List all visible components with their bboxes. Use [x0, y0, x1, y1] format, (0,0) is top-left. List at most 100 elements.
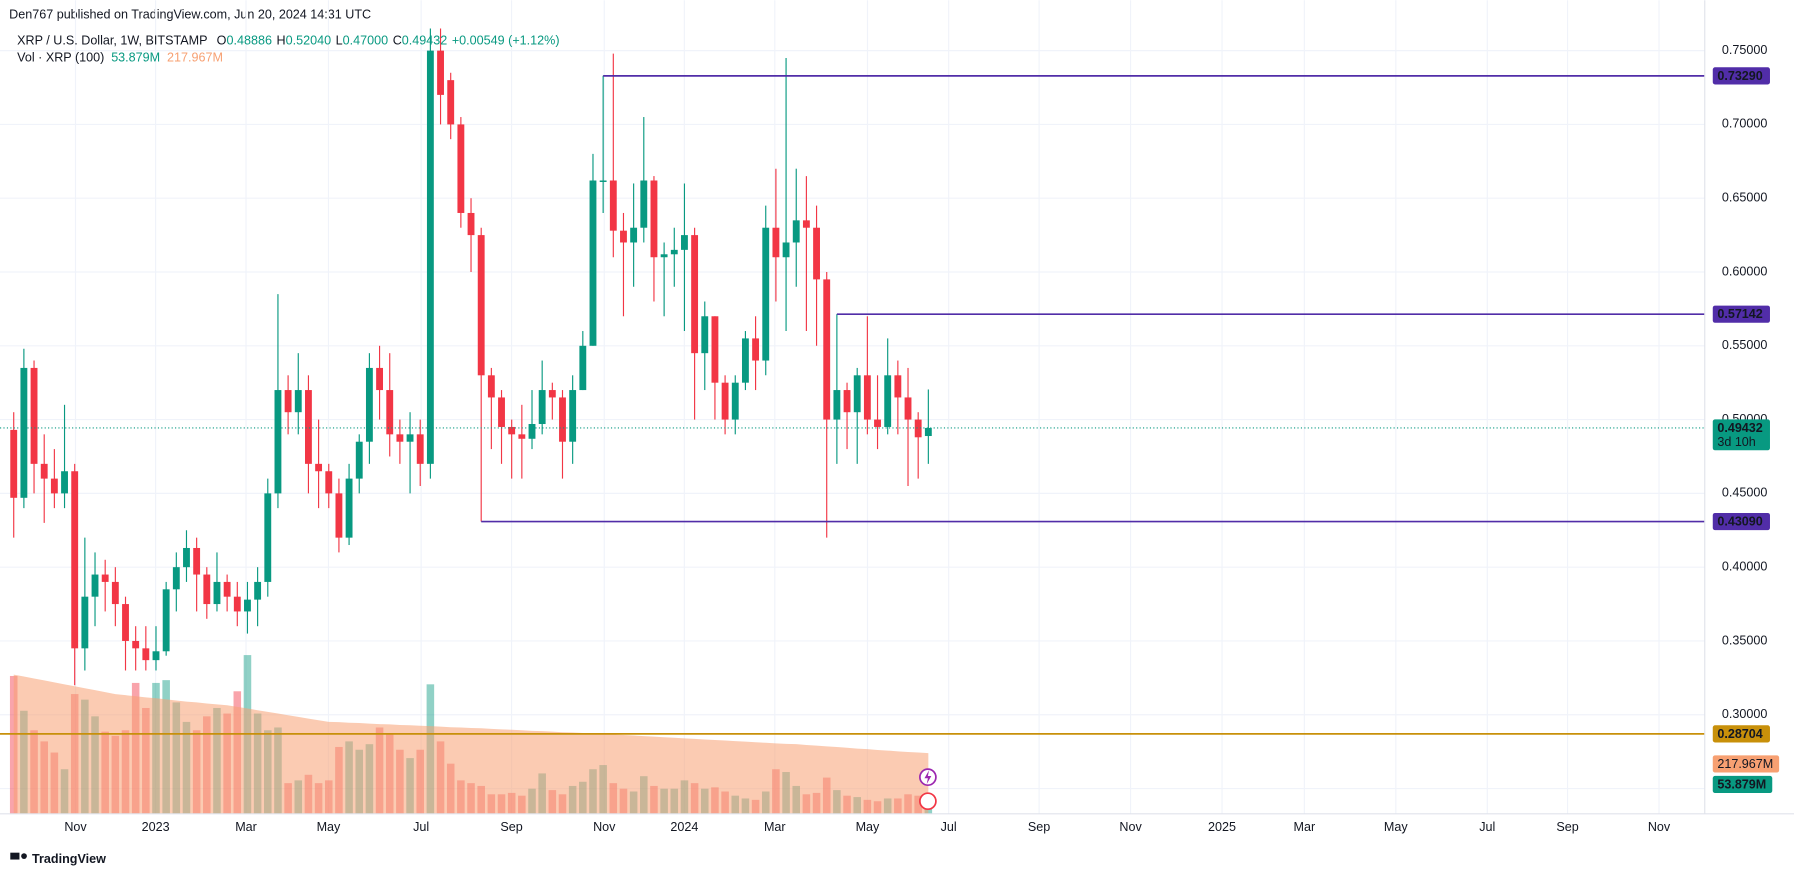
candle-body: [609, 180, 617, 231]
candle-body: [111, 581, 119, 605]
candle-body: [792, 220, 800, 243]
y-tick-label: 0.60000: [1722, 264, 1767, 278]
candle-body: [559, 397, 566, 442]
candle-body: [40, 463, 48, 479]
candle-body: [81, 596, 89, 649]
level-label-box: [1712, 305, 1770, 323]
candle-body: [122, 604, 129, 641]
x-tick-label: Jul: [413, 820, 429, 834]
candle-body: [203, 574, 211, 605]
x-tick-label: Mar: [764, 820, 786, 834]
logo: [10, 852, 27, 860]
candle-body: [670, 249, 678, 255]
ohlc-value: 0.48886: [226, 34, 271, 48]
candle-body: [650, 180, 658, 258]
candle-body: [274, 390, 282, 494]
last-price-box: [1712, 419, 1770, 451]
candle-body: [823, 279, 831, 420]
candle-body: [365, 367, 373, 442]
candle-body: [304, 390, 312, 464]
y-tick-label: 0.75000: [1722, 43, 1767, 57]
x-tick-label: Nov: [593, 820, 616, 834]
y-tick-label: 0.45000: [1722, 486, 1767, 500]
x-tick-label: Sep: [1028, 820, 1050, 834]
candle-body: [741, 338, 749, 383]
candle-body: [802, 220, 810, 228]
candle-body: [853, 375, 861, 413]
ma-box: [1712, 755, 1780, 773]
x-tick-label: Nov: [64, 820, 87, 834]
candle-body: [782, 242, 790, 258]
level-label-box: [1712, 725, 1770, 743]
candle-body: [589, 180, 597, 346]
candle-body: [376, 367, 384, 391]
y-tick-label: 0.55000: [1722, 338, 1767, 352]
candle-body: [924, 427, 932, 437]
candle-body: [416, 434, 424, 464]
candle-body: [701, 316, 709, 354]
candle-body: [284, 390, 292, 413]
level-label: 0.28704: [1717, 727, 1762, 741]
x-tick-label: Jul: [941, 820, 957, 834]
candle-body: [101, 574, 109, 582]
candle-body: [528, 424, 536, 439]
x-tick-label: May: [856, 820, 880, 834]
candle-body: [538, 390, 546, 425]
candle-body: [457, 124, 465, 213]
candle-body: [325, 471, 333, 494]
countdown: 3d 10h: [1717, 435, 1755, 449]
x-tick-label: 2025: [1208, 820, 1236, 834]
candle-body: [691, 235, 699, 354]
candle-body: [620, 230, 627, 243]
candle-body: [223, 581, 231, 597]
candle-body: [426, 50, 434, 464]
candle-body: [579, 345, 587, 391]
grid: [0, 0, 1705, 814]
candle-body: [244, 599, 251, 612]
lightning: [924, 770, 932, 785]
candle-body: [630, 227, 638, 243]
x-tick-label: 2024: [670, 820, 698, 834]
candle-body: [487, 375, 495, 398]
flag-icon[interactable]: [919, 792, 937, 811]
candle-body: [863, 375, 871, 420]
candle-body: [71, 471, 79, 649]
ma-label: 217.967M: [1717, 757, 1773, 771]
candle-body: [213, 581, 221, 605]
candle-body: [183, 547, 190, 568]
x-tick-label: Jul: [1479, 820, 1495, 834]
candle-body: [406, 434, 414, 442]
candle-body: [884, 375, 892, 427]
volume-value: 53.879M: [111, 51, 160, 65]
candle-body: [894, 375, 902, 398]
candle-body: [508, 426, 516, 435]
candle-body: [843, 390, 851, 413]
ohlc-key: H: [277, 34, 286, 48]
candle-body: [20, 367, 28, 498]
x-tick-label: Nov: [1119, 820, 1142, 834]
x-tick-label: Mar: [235, 820, 257, 834]
candle-body: [437, 50, 444, 95]
candle-body: [904, 397, 912, 420]
candle-body: [518, 434, 526, 439]
candle-body: [264, 493, 272, 582]
candle-body: [772, 227, 780, 258]
candle-body: [345, 478, 353, 538]
publisher: Den767 published on TradingView.com, Jun…: [9, 7, 371, 21]
candle-body: [467, 212, 475, 236]
level-label-box: [1712, 512, 1770, 531]
candle-body: [315, 463, 323, 472]
candle-body: [681, 235, 688, 250]
ohlc-value: 0.52040: [286, 34, 331, 48]
y-tick-label: 0.70000: [1722, 117, 1767, 131]
candle-body: [640, 180, 648, 228]
y-tick-label: 0.40000: [1722, 559, 1767, 573]
candle-body: [386, 390, 394, 435]
y-tick-label: 0.35000: [1722, 633, 1767, 647]
symbol: XRP / U.S. Dollar, 1W, BITSTAMP: [17, 34, 207, 48]
ohlc: O0.48886 H0.52040 L0.47000 C0.49432 +0.00549…: [217, 34, 560, 48]
x-tick-label: 2023: [142, 820, 170, 834]
candle-body: [132, 640, 140, 649]
